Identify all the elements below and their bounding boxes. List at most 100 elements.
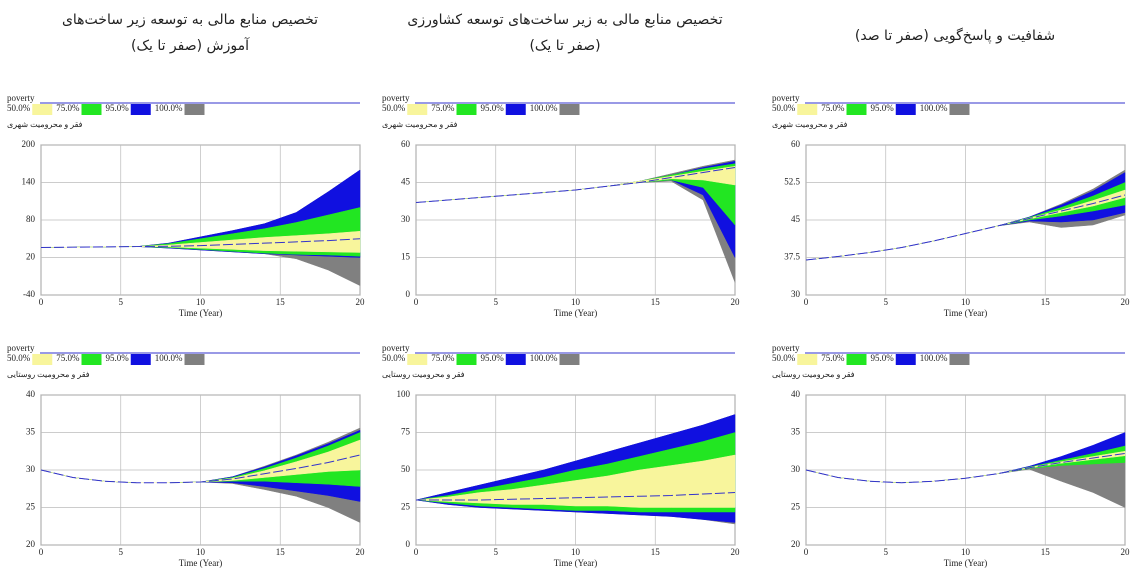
x-tick-label: 0 [39,547,44,557]
legend-swatch [949,104,970,115]
legend-swatch [407,104,428,115]
legend-swatch [797,354,818,365]
y-tick-label: 20 [791,539,801,549]
x-tick-label: 10 [196,547,206,557]
x-tick-label: 20 [1121,547,1131,557]
legend-label: 50.0% [382,353,406,363]
y-tick-label: 20 [26,252,36,262]
y-axis-title: فقر و محرومیت روستایی [382,370,465,379]
y-tick-label: 37.5 [784,252,800,262]
y-tick-label: 30 [401,214,411,224]
legend-label: 100.0% [530,103,558,113]
y-tick-label: 45 [791,214,801,224]
y-tick-label: 0 [406,539,411,549]
legend-label: 95.0% [481,353,505,363]
legend-swatch [456,104,477,115]
legend-label: 75.0% [821,103,845,113]
x-tick-label: 15 [651,297,661,307]
y-tick-label: 100 [397,389,411,399]
x-tick-label: 0 [414,297,419,307]
y-tick-label: 60 [791,139,801,149]
x-tick-label: 15 [276,547,286,557]
legend-label: 75.0% [431,353,455,363]
legend-swatch [456,354,477,365]
legend-label: 50.0% [772,353,796,363]
x-tick-label: 10 [571,297,581,307]
column-title: (صفر تا یک) [529,38,600,54]
y-tick-label: 35 [791,427,801,437]
legend-label: 95.0% [481,103,505,113]
y-tick-label: 35 [26,427,36,437]
x-tick-label: 15 [1041,297,1051,307]
x-axis-title: Time (Year) [554,308,598,318]
legend-label: 50.0% [7,353,31,363]
legend-label: 95.0% [871,103,895,113]
legend-label: 75.0% [56,353,80,363]
x-tick-label: 15 [276,297,286,307]
legend-swatch [949,354,970,365]
legend-label: 100.0% [920,103,948,113]
x-tick-label: 10 [961,297,971,307]
y-tick-label: 30 [26,464,36,474]
legend-label: 95.0% [106,103,130,113]
x-tick-label: 20 [356,547,366,557]
legend-label: 75.0% [56,103,80,113]
x-tick-label: 0 [414,547,419,557]
y-tick-label: -40 [23,289,35,299]
legend-swatch [797,104,818,115]
y-tick-label: 25 [401,502,411,512]
variable-name: poverty [7,343,35,353]
legend-swatch [184,354,205,365]
legend-label: 50.0% [382,103,406,113]
y-tick-label: 0 [406,289,411,299]
x-tick-label: 20 [731,297,741,307]
x-tick-label: 20 [1121,297,1131,307]
legend-swatch [846,104,867,115]
x-tick-label: 5 [494,297,499,307]
confidence-band [415,454,736,508]
y-tick-label: 30 [791,464,801,474]
y-tick-label: 80 [26,214,36,224]
y-axis-title: فقر و محرومیت شهری [382,120,458,129]
variable-name: poverty [7,93,35,103]
legend-swatch [130,354,151,365]
legend-swatch [130,104,151,115]
x-tick-label: 5 [119,297,124,307]
x-tick-label: 10 [196,297,206,307]
y-tick-label: 75 [401,427,411,437]
variable-name: poverty [772,343,800,353]
legend-label: 100.0% [920,353,948,363]
y-tick-label: 40 [791,389,801,399]
y-tick-label: 25 [791,502,801,512]
legend-label: 95.0% [871,353,895,363]
mean-line [416,492,736,501]
x-tick-label: 15 [1041,547,1051,557]
x-tick-label: 0 [39,297,44,307]
legend-swatch [407,354,428,365]
y-tick-label: 30 [791,289,801,299]
legend-swatch [846,354,867,365]
legend-label: 75.0% [431,103,455,113]
y-tick-label: 50 [401,464,411,474]
legend-label: 50.0% [7,103,31,113]
x-axis-title: Time (Year) [179,308,223,318]
column-title: شفافیت و پاسخ‌گویی (صفر تا صد) [855,27,1055,44]
variable-name: poverty [382,93,410,103]
x-tick-label: 0 [804,297,809,307]
legend-swatch [184,104,205,115]
x-tick-label: 10 [571,547,581,557]
legend-label: 100.0% [155,103,183,113]
legend-swatch [505,354,526,365]
legend-label: 50.0% [772,103,796,113]
legend-swatch [559,104,580,115]
x-tick-label: 0 [804,547,809,557]
legend-swatch [32,354,53,365]
x-tick-label: 20 [731,547,741,557]
x-tick-label: 10 [961,547,971,557]
variable-name: poverty [772,93,800,103]
y-tick-label: 45 [401,177,411,187]
legend-label: 95.0% [106,353,130,363]
y-axis-title: فقر و محرومیت روستایی [7,370,90,379]
x-axis-title: Time (Year) [944,308,988,318]
variable-name: poverty [382,343,410,353]
